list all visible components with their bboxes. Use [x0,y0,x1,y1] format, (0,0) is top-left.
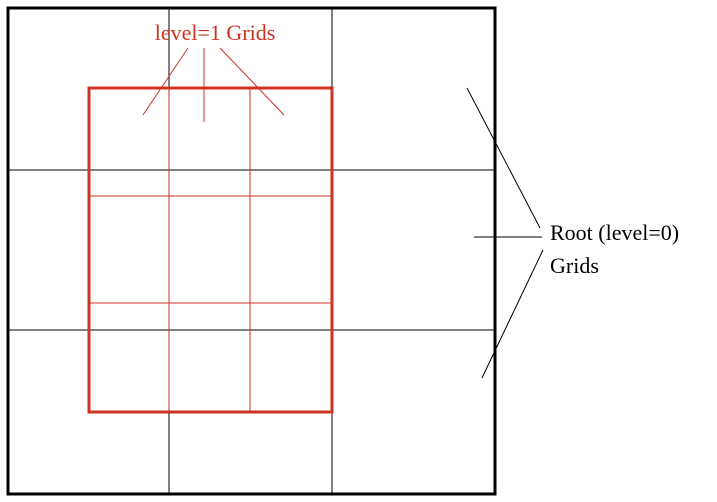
root-pointer-lower [481,249,544,379]
root-pointer-lines [466,87,544,379]
level1-label: level=1 Grids [155,20,276,45]
level1-grid-border [87,86,334,414]
level1-pointer-left [142,47,189,116]
root-pointer-upper [466,87,541,229]
root-grid-border [6,6,497,496]
root-label-line1: Root (level=0) [550,220,679,245]
level1-pointer-lines [142,47,285,122]
root-label-line2: Grids [550,253,599,278]
level1-grid [87,86,334,414]
level1-pointer-right [219,47,285,116]
